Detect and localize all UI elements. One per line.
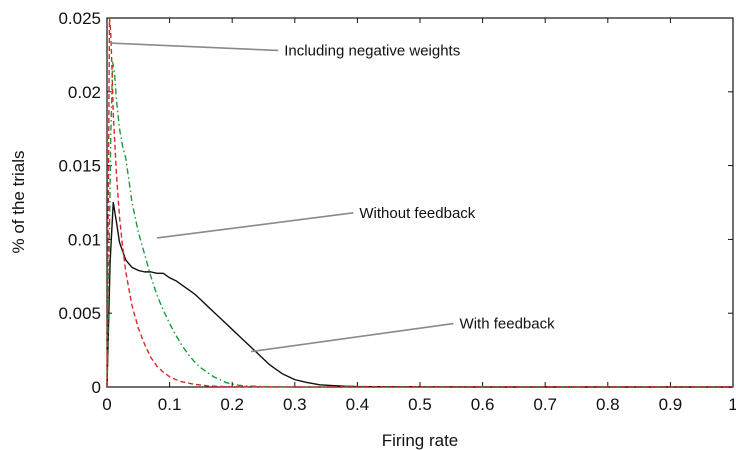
- y-tick-label: 0.01: [68, 230, 101, 249]
- y-tick-label: 0: [92, 378, 101, 397]
- series-line-including-negative-weights: [106, 17, 733, 388]
- series-line-with-feedback: [106, 201, 733, 388]
- y-tick-label: 0.015: [58, 157, 101, 176]
- x-tick-label: 0.9: [659, 395, 683, 414]
- annotation-label: Including negative weights: [284, 42, 460, 59]
- plot-frame: [106, 17, 734, 388]
- x-tick-label: 0.8: [596, 395, 620, 414]
- y-tick-label: 0.005: [58, 304, 101, 323]
- x-ticks: 0 0.1 0.2 0.3 0.4 0.5 0.6 0.7 0.8 0.9 1: [102, 18, 736, 414]
- series-line-without-feedback: [106, 61, 733, 388]
- annotation-leader-line: [110, 42, 279, 52]
- annotation-leader-line: [156, 212, 354, 239]
- x-axis-title: Firing rate: [382, 431, 459, 450]
- annotation-label: Without feedback: [359, 205, 475, 222]
- y-axis-title: % of the trials: [9, 151, 28, 254]
- y-ticks: 0 0.005 0.01 0.015 0.02 0.025: [58, 9, 733, 397]
- x-tick-label: 0: [102, 395, 111, 414]
- annotation-label: With feedback: [460, 316, 556, 333]
- x-tick-label: 0.1: [158, 395, 182, 414]
- x-tick-label: 0.5: [408, 395, 432, 414]
- series-layer: [106, 17, 733, 388]
- x-tick-label: 0.2: [220, 395, 244, 414]
- x-tick-label: 0.4: [346, 395, 370, 414]
- annotation-leader-line: [250, 322, 454, 353]
- x-tick-label: 0.3: [283, 395, 307, 414]
- x-tick-label: 1: [728, 395, 736, 414]
- annotation-layer: Including negative weights Without feedba…: [110, 42, 556, 353]
- y-tick-label: 0.025: [58, 9, 101, 28]
- y-tick-label: 0.02: [68, 83, 101, 102]
- x-tick-label: 0.6: [471, 395, 495, 414]
- x-tick-label: 0.7: [533, 395, 557, 414]
